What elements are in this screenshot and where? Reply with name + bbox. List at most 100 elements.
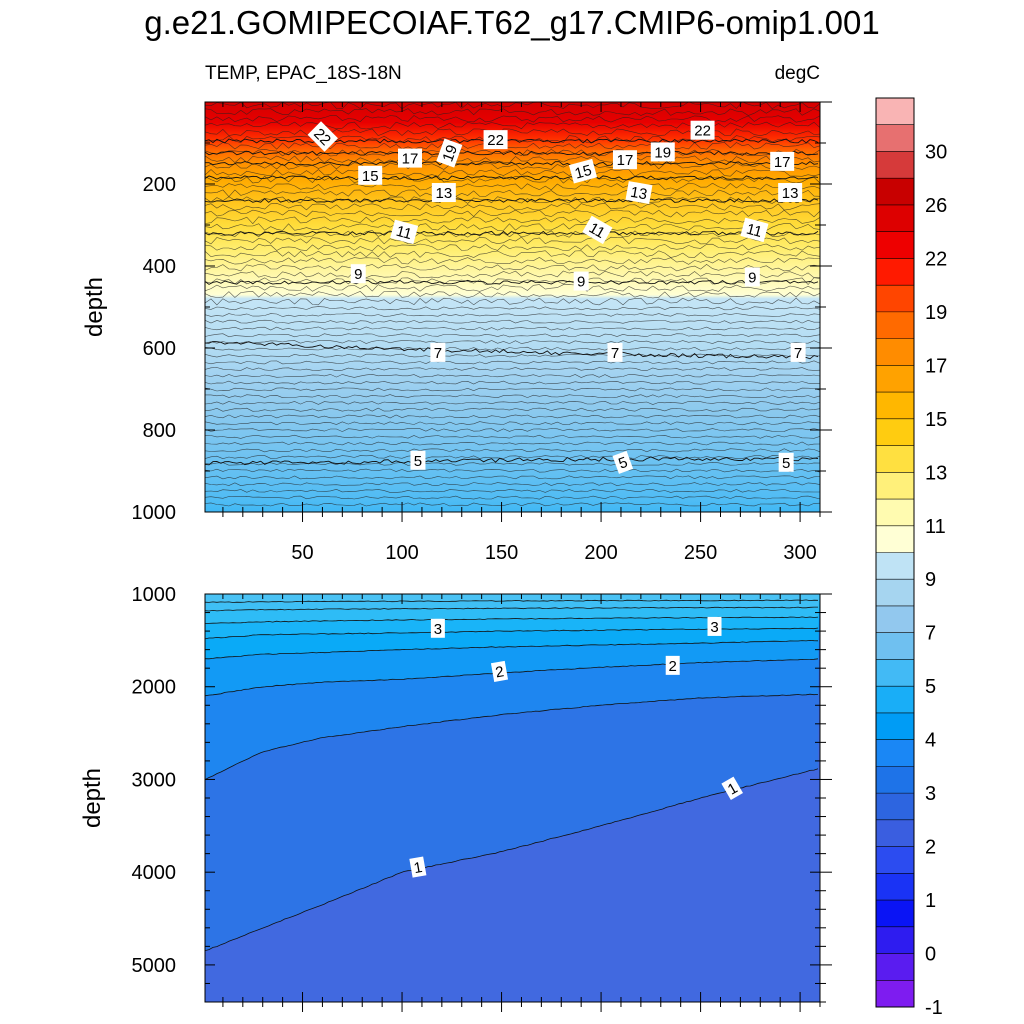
colorbar-swatch (876, 311, 914, 339)
colorbar-swatch (876, 739, 914, 767)
contour-line-4 (205, 606, 818, 612)
contour-label: 9 (573, 271, 589, 291)
svg-text:3: 3 (434, 621, 442, 638)
contour-label: 13 (431, 183, 456, 203)
contour-line-17 (205, 161, 819, 167)
upper-isotherm-line (205, 313, 820, 317)
svg-text:9: 9 (354, 266, 362, 283)
contour-line-5 (205, 456, 819, 466)
svg-text:7: 7 (611, 345, 619, 362)
colorbar-label: 13 (925, 462, 947, 484)
svg-text:22: 22 (487, 132, 504, 149)
colorbar-label: 26 (925, 195, 947, 217)
upper-isotherm-line (205, 236, 820, 245)
svg-text:11: 11 (586, 220, 608, 243)
y-tick-label: 1000 (132, 502, 177, 524)
colorbar-label: 7 (925, 623, 936, 645)
upper-x-axis: 50 100 150 200 250 300 (222, 102, 821, 564)
upper-isotherm-line (205, 353, 820, 358)
upper-isotherm-line (205, 142, 820, 150)
chart-title: g.e21.GOMIPECOIAF.T62_g17.CMIP6-omip1.00… (144, 4, 880, 41)
upper-isotherm-line (205, 326, 820, 331)
contour-label: 13 (778, 183, 803, 203)
upper-isotherm-line (205, 121, 820, 130)
colorbar-label: 30 (925, 141, 947, 163)
contour-label: 17 (612, 150, 637, 170)
upper-isotherm-line (205, 428, 820, 432)
upper-isotherm-line (205, 223, 820, 231)
upper-isotherm-line (205, 340, 820, 344)
svg-text:7: 7 (794, 345, 802, 362)
lower-contour-fill (205, 594, 820, 1002)
colorbar-swatch (876, 472, 914, 500)
svg-text:19: 19 (439, 143, 461, 164)
upper-isotherm-line (205, 400, 820, 405)
colorbar-swatch (876, 418, 914, 446)
colorbar-swatch (876, 980, 914, 1008)
contour-label: 5 (410, 450, 426, 470)
colorbar-label: 2 (925, 837, 936, 859)
colorbar-swatch (876, 766, 914, 794)
colorbar-swatch (876, 285, 914, 313)
colorbar-label: 9 (925, 569, 936, 591)
colorbar-swatch (876, 686, 914, 714)
upper-isotherm-line (205, 257, 820, 265)
colorbar-swatch (876, 953, 914, 981)
colorbar-swatch (876, 124, 914, 152)
contour-label: 9 (744, 267, 760, 287)
upper-isotherm-line (205, 468, 820, 473)
upper-isotherm-line (205, 297, 820, 306)
upper-isotherm-line (205, 108, 820, 116)
upper-isotherm-line (205, 367, 820, 372)
upper-isotherm-line (205, 421, 820, 426)
svg-text:13: 13 (435, 185, 452, 202)
y-tick-label: 600 (143, 338, 176, 360)
y-tick-label: 5000 (132, 955, 177, 977)
svg-text:2: 2 (494, 663, 505, 681)
y-tick-label: 400 (143, 256, 176, 278)
lower-contour-labels: 3 3 2 2 1 1 (409, 616, 743, 878)
lower-y-axis: 1000 2000 3000 4000 5000 (132, 584, 832, 1003)
contour-label: 7 (790, 342, 806, 362)
svg-text:11: 11 (744, 221, 763, 241)
colorbar-label: 1 (925, 890, 936, 912)
svg-text:3: 3 (710, 619, 718, 636)
y-tick-label: 800 (143, 420, 176, 442)
contour-line-11 (205, 230, 819, 236)
colorbar-swatch (876, 659, 914, 687)
svg-text:5: 5 (414, 453, 422, 470)
svg-text:17: 17 (617, 152, 634, 169)
contour-label: 3 (430, 618, 445, 638)
svg-text:9: 9 (748, 269, 756, 286)
contour-label: 1 (721, 776, 743, 801)
svg-text:9: 9 (577, 274, 585, 291)
contour-label: 5 (612, 450, 634, 474)
upper-isotherm-line (205, 394, 820, 399)
contour-line-19 (205, 150, 819, 156)
contour-label: 19 (650, 142, 675, 162)
upper-isotherm-line (205, 270, 820, 279)
svg-text:19: 19 (654, 144, 671, 161)
variable-region-label: TEMP, EPAC_18S-18N (205, 63, 402, 84)
upper-isotherm-line (205, 243, 820, 252)
contour-label: 11 (582, 215, 613, 245)
colorbar-swatch (876, 819, 914, 847)
contour-label: 13 (625, 181, 653, 204)
upper-isotherm-line (205, 115, 820, 123)
upper-contour-labels: 22 22 22 19 19 17 17 17 15 15 13 13 13 11 11 11 9 9 9 7 7 7 5 5… (307, 120, 806, 474)
colorbar-swatch (876, 525, 914, 553)
upper-isotherm-line (205, 475, 820, 480)
colorbar-swatch (876, 231, 914, 259)
contour-label: 7 (607, 342, 623, 362)
contour-line-15 (205, 175, 819, 181)
contour-label: 3 (707, 616, 722, 636)
upper-isotherm-line (205, 169, 820, 177)
upper-isotherm-line (205, 441, 820, 446)
svg-text:17: 17 (402, 151, 419, 168)
y-tick-label: 3000 (132, 769, 177, 791)
contour-label: 9 (350, 264, 366, 284)
contour-line-22 (205, 138, 819, 144)
svg-text:15: 15 (573, 162, 594, 183)
x-tick-label: 250 (684, 542, 717, 564)
